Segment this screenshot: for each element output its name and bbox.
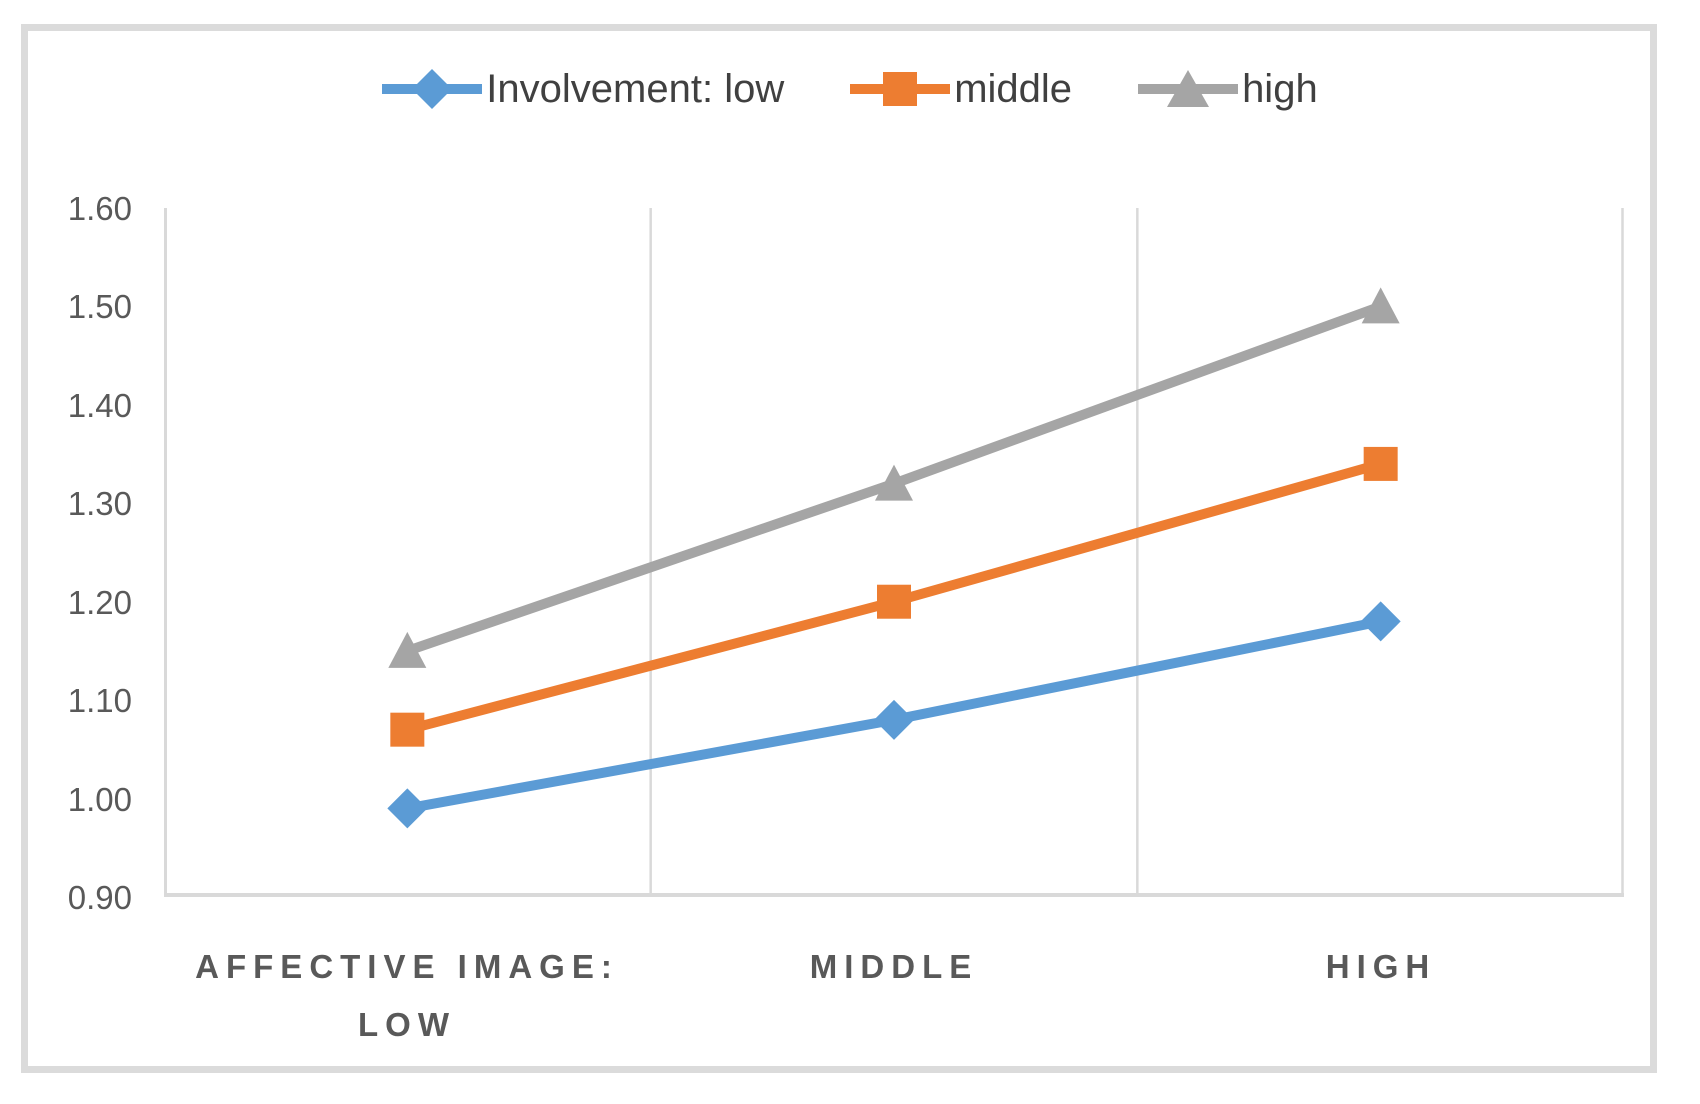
triangle-marker-icon: [1138, 70, 1239, 107]
y-axis-tick-label: 1.20: [67, 584, 132, 621]
triangle-marker-icon: [875, 464, 913, 501]
y-axis-tick-label: 1.10: [67, 682, 132, 719]
square-marker-icon: [850, 72, 951, 106]
legend-triangle: [1167, 70, 1210, 107]
y-axis-tick-label: 1.50: [67, 288, 132, 325]
x-axis-category-label: MIDDLE: [809, 948, 979, 985]
triangle-marker-icon: [1361, 287, 1400, 324]
legend-diamond: [412, 69, 453, 109]
plot-area: [164, 208, 1624, 897]
square-marker-icon: [877, 584, 911, 619]
triangle-marker-icon: [388, 631, 427, 668]
y-axis-tick-label: 1.00: [67, 781, 132, 818]
legend-label: middle: [954, 66, 1073, 111]
legend-label: Involvement: low: [486, 66, 785, 111]
legend-item-involvement-low: Involvement: low: [382, 66, 784, 112]
y-axis-tick-label: 1.40: [67, 387, 132, 424]
legend-item-middle: middle: [850, 66, 1072, 112]
y-axis-tick-label: 1.60: [67, 190, 132, 227]
diamond-marker-icon: [387, 788, 428, 829]
y-axis-tick-label: 1.30: [67, 485, 132, 522]
chart-border: [21, 24, 1657, 1073]
diamond-marker-icon: [382, 69, 483, 109]
square-marker-icon: [390, 712, 425, 747]
diamond-marker-icon: [1360, 601, 1401, 642]
x-axis-category-label: HIGH: [1325, 948, 1437, 985]
y-axis-tick-label: 0.90: [67, 879, 132, 916]
diamond-marker-icon: [874, 699, 914, 740]
legend-label: high: [1242, 66, 1318, 111]
legend-item-high: high: [1138, 66, 1318, 112]
legend: Involvement: low middle high: [0, 66, 1700, 112]
legend-square: [883, 72, 918, 106]
square-marker-icon: [1363, 446, 1398, 481]
x-axis-category-label: AFFECTIVE IMAGE: LOW: [195, 948, 619, 1043]
